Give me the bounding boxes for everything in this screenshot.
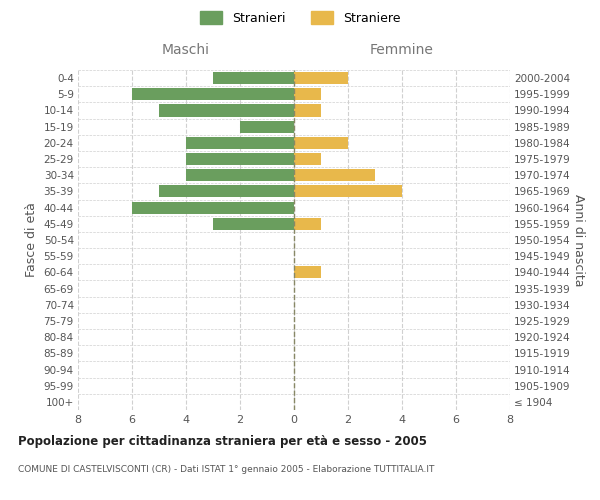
Bar [294,88,321,101]
Y-axis label: Anni di nascita: Anni di nascita [572,194,585,286]
Text: Femmine: Femmine [370,43,434,57]
Bar [213,72,294,84]
Bar [294,104,321,117]
Y-axis label: Fasce di età: Fasce di età [25,202,38,278]
Bar [294,186,402,198]
Bar [186,137,294,149]
Text: Maschi: Maschi [162,43,210,57]
Bar [294,72,348,84]
Bar [186,169,294,181]
Bar [132,202,294,213]
Bar [294,218,321,230]
Bar [294,169,375,181]
Bar [294,153,321,165]
Bar [294,266,321,278]
Text: Popolazione per cittadinanza straniera per età e sesso - 2005: Popolazione per cittadinanza straniera p… [18,435,427,448]
Text: COMUNE DI CASTELVISCONTI (CR) - Dati ISTAT 1° gennaio 2005 - Elaborazione TUTTIT: COMUNE DI CASTELVISCONTI (CR) - Dati IST… [18,465,434,474]
Bar [213,218,294,230]
Bar [132,88,294,101]
Bar [159,186,294,198]
Bar [186,153,294,165]
Bar [294,137,348,149]
Bar [240,120,294,132]
Legend: Stranieri, Straniere: Stranieri, Straniere [199,11,401,25]
Bar [159,104,294,117]
